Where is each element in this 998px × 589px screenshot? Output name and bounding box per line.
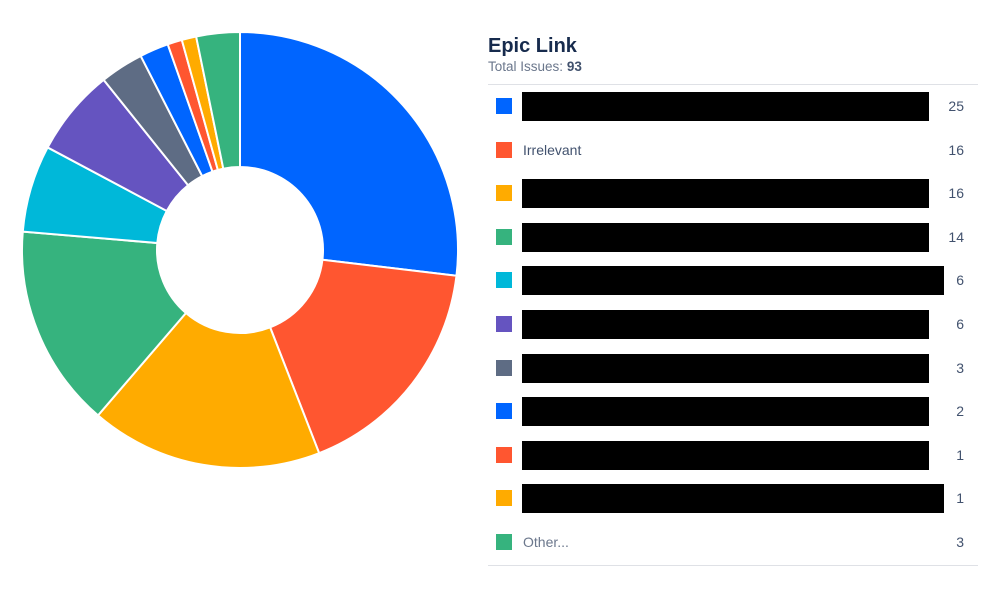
legend-item[interactable]: Irrelevant 16: [488, 129, 978, 173]
legend-count: 2: [956, 403, 964, 420]
legend-item[interactable]: Other... 3: [488, 521, 978, 565]
redacted-label: [522, 179, 929, 209]
legend-item[interactable]: 16: [488, 172, 978, 216]
legend-count: 3: [956, 533, 964, 550]
donut-slice-4[interactable]: [21, 230, 188, 417]
legend-label: Other...: [523, 533, 569, 550]
donut-slice-1[interactable]: [239, 30, 459, 277]
redacted-label: [522, 266, 944, 296]
legend-count: 25: [948, 98, 964, 114]
legend-swatch: [496, 185, 512, 202]
legend-swatch: [496, 141, 512, 158]
donut-chart: [21, 30, 459, 469]
total-issues-value: 93: [566, 59, 582, 74]
redacted-label: [522, 309, 929, 339]
donut-slice-11[interactable]: [194, 30, 241, 170]
legend-item[interactable]: 3: [488, 347, 978, 391]
legend-item[interactable]: 2: [488, 390, 978, 434]
legend-item[interactable]: 14: [488, 216, 978, 260]
legend-count: 14: [948, 228, 964, 245]
legend-count: 3: [956, 359, 964, 376]
redacted-label: [522, 353, 929, 383]
legend-swatch: [496, 403, 512, 420]
total-issues-label: Total Issues:: [488, 59, 564, 74]
legend-item[interactable]: 1: [488, 434, 978, 478]
legend-swatch: [496, 228, 512, 245]
legend-item[interactable]: 6: [488, 259, 978, 303]
legend-list: 25 Irrelevant 16 16 14 6 6 3 2 1 1 Other... 3: [488, 84, 978, 566]
legend-swatch: [496, 315, 512, 332]
redacted-label: [522, 222, 929, 252]
redacted-label: [522, 440, 929, 470]
legend-swatch: [496, 446, 512, 463]
legend-swatch: [496, 490, 512, 507]
legend-item[interactable]: 6: [488, 303, 978, 347]
legend-item[interactable]: 1: [488, 477, 978, 521]
legend-count: 6: [956, 315, 964, 332]
chart-title: Epic Link: [488, 35, 577, 57]
legend-item[interactable]: 25: [488, 85, 978, 129]
legend-swatch: [496, 272, 512, 289]
chart-legend-panel: Epic Link Total Issues: 93 25 Irrelevant 1…: [488, 34, 978, 582]
redacted-label: [522, 484, 944, 514]
legend-count: 1: [956, 446, 964, 463]
legend-count: 16: [948, 141, 964, 158]
donut-slice-2[interactable]: [268, 258, 458, 455]
legend-count: 1: [956, 490, 964, 507]
legend-label: Irrelevant: [523, 141, 582, 158]
legend-swatch: [496, 359, 512, 376]
legend-swatch: [496, 533, 512, 550]
redacted-label: [522, 92, 929, 121]
redacted-label: [522, 397, 929, 427]
legend-swatch: [496, 98, 512, 114]
legend-count: 6: [956, 272, 964, 289]
legend-count: 16: [948, 185, 964, 202]
total-issues: Total Issues: 93: [488, 59, 978, 75]
